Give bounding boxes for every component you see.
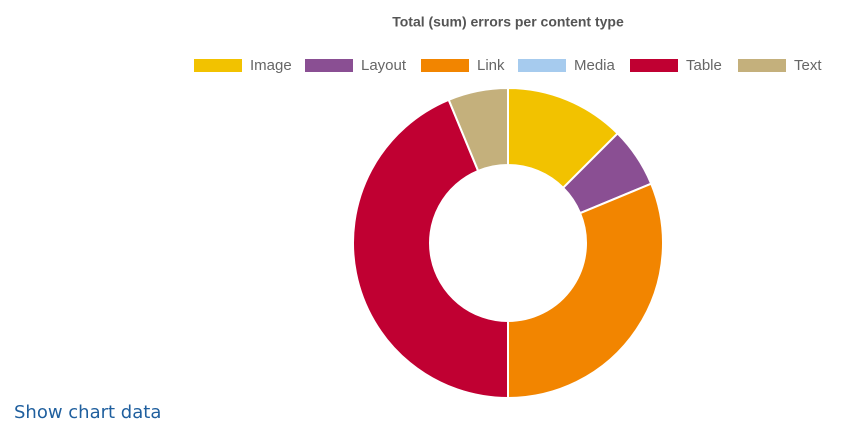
show-chart-data-link[interactable]: Show chart data	[14, 402, 162, 423]
legend-swatch[interactable]	[518, 59, 566, 72]
legend-label[interactable]: Layout	[361, 57, 407, 74]
donut-segment[interactable]	[352, 98, 509, 400]
legend-swatch[interactable]	[421, 59, 469, 72]
legend-label[interactable]: Link	[477, 57, 505, 74]
legend-swatch[interactable]	[194, 59, 242, 72]
legend-swatch[interactable]	[630, 59, 678, 72]
chart: Total (sum) errors per content type Imag…	[194, 14, 822, 400]
legend-label[interactable]: Text	[794, 57, 822, 74]
chart-title: Total (sum) errors per content type	[392, 14, 624, 30]
donut-segment[interactable]	[507, 182, 664, 400]
legend-label[interactable]: Image	[250, 57, 292, 74]
legend-label[interactable]: Media	[574, 57, 616, 74]
legend-swatch[interactable]	[738, 59, 786, 72]
legend-swatch[interactable]	[305, 59, 353, 72]
legend-label[interactable]: Table	[686, 57, 722, 74]
donut-segment[interactable]	[447, 86, 509, 173]
